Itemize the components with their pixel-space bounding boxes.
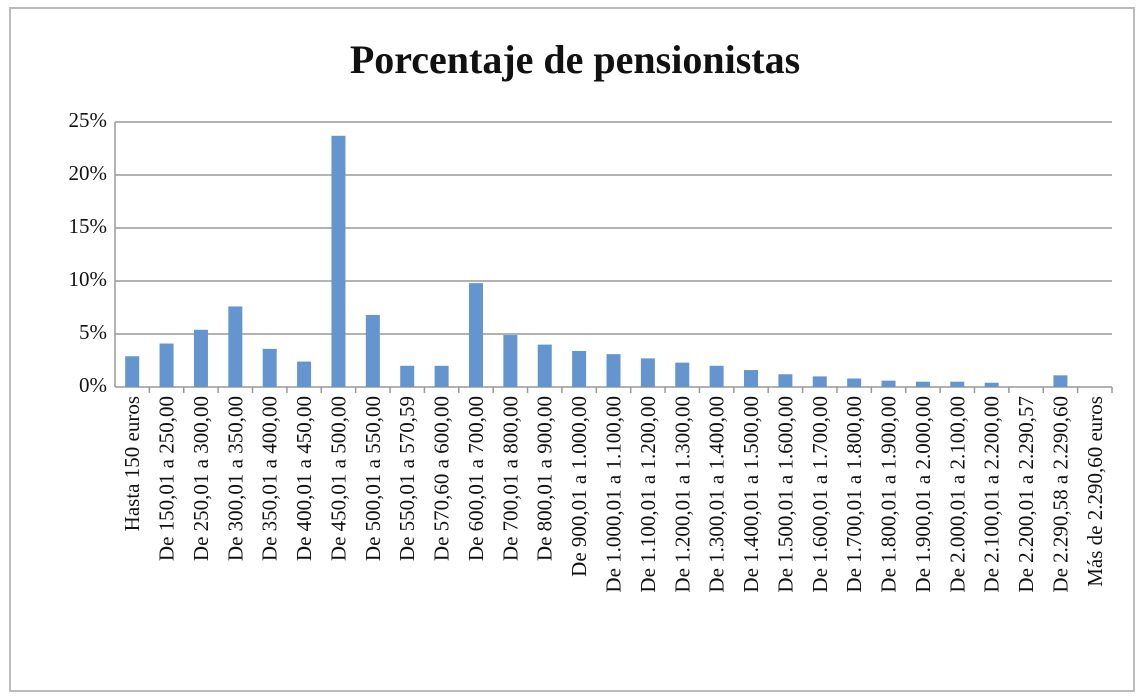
y-tick-label: 20%: [69, 161, 108, 185]
bar: [193, 329, 208, 387]
x-tick-label: De 1.600,01 a 1.700,00: [808, 396, 832, 593]
bar: [365, 314, 380, 387]
x-tick-label: De 2.200,01 a 2.290,57: [1014, 396, 1038, 593]
bar: [812, 376, 827, 387]
x-tick-label: De 570,60 a 600,00: [430, 396, 454, 561]
bar: [606, 354, 621, 387]
x-tick-label: De 1.500,01 a 1.600,00: [773, 396, 797, 593]
bar: [709, 365, 724, 387]
x-tick-label: De 2.100,01 a 2.200,00: [980, 396, 1004, 593]
x-tick-label: De 150,01 a 250,00: [155, 396, 179, 561]
bar: [125, 356, 140, 387]
bar: [572, 350, 587, 387]
x-tick-label: De 500,01 a 550,00: [361, 396, 385, 561]
x-tick-label: De 1.000,01 a 1.100,00: [602, 396, 626, 593]
x-tick-label: De 900,01 a 1.000,00: [567, 396, 591, 577]
x-tick-label: Más de 2.290,60 euros: [1083, 396, 1107, 587]
x-tick-label: De 550,01 a 570,59: [395, 396, 419, 561]
bar: [468, 283, 483, 387]
bar: [744, 370, 759, 387]
x-tick-label: De 400,01 a 450,00: [292, 396, 316, 561]
x-tick-label: De 250,01 a 300,00: [189, 396, 213, 561]
bar: [434, 365, 449, 387]
bar: [950, 381, 965, 387]
bar: [778, 374, 793, 387]
bar: [640, 358, 655, 387]
x-tick-label: De 2.290,58 a 2.290,60: [1048, 396, 1072, 593]
x-tick-label: De 450,01 a 500,00: [326, 396, 350, 561]
bar: [503, 335, 518, 387]
bar: [297, 361, 312, 387]
bar: [984, 382, 999, 387]
x-tick-label: De 600,01 a 700,00: [464, 396, 488, 561]
x-tick-label: De 300,01 a 350,00: [223, 396, 247, 561]
bar: [159, 343, 174, 387]
y-tick-label: 25%: [69, 108, 108, 132]
bar: [228, 306, 243, 387]
bar: [400, 365, 415, 387]
x-tick-label: De 1.400,01 a 1.500,00: [739, 396, 763, 593]
x-tick-label: De 1.200,01 a 1.300,00: [670, 396, 694, 593]
bar: [675, 362, 690, 387]
x-tick-label: De 1.300,01 a 1.400,00: [705, 396, 729, 593]
x-tick-label: De 350,01 a 400,00: [258, 396, 282, 561]
bar: [1053, 375, 1068, 387]
bar: [915, 381, 930, 387]
bar: [847, 378, 862, 387]
y-tick-label: 10%: [69, 267, 108, 291]
x-tick-label: De 800,01 a 900,00: [533, 396, 557, 561]
bar: [262, 348, 277, 387]
x-tick-label: De 1.900,01 a 2.000,00: [911, 396, 935, 593]
y-tick-label: 5%: [79, 320, 107, 344]
bar: [331, 135, 346, 387]
x-tick-label: De 1.700,01 a 1.800,00: [842, 396, 866, 593]
x-tick-label: Hasta 150 euros: [120, 396, 144, 531]
y-tick-label: 15%: [69, 214, 108, 238]
chart-title: Porcentaje de pensionistas: [350, 37, 800, 82]
bar: [537, 344, 552, 387]
x-tick-label: De 2.000,01 a 2.100,00: [945, 396, 969, 593]
bar: [881, 380, 896, 387]
y-tick-label: 0%: [79, 373, 107, 397]
x-tick-label: De 700,01 a 800,00: [498, 396, 522, 561]
x-tick-label: De 1.100,01 a 1.200,00: [636, 396, 660, 593]
x-tick-label: De 1.800,01 a 1.900,00: [877, 396, 901, 593]
